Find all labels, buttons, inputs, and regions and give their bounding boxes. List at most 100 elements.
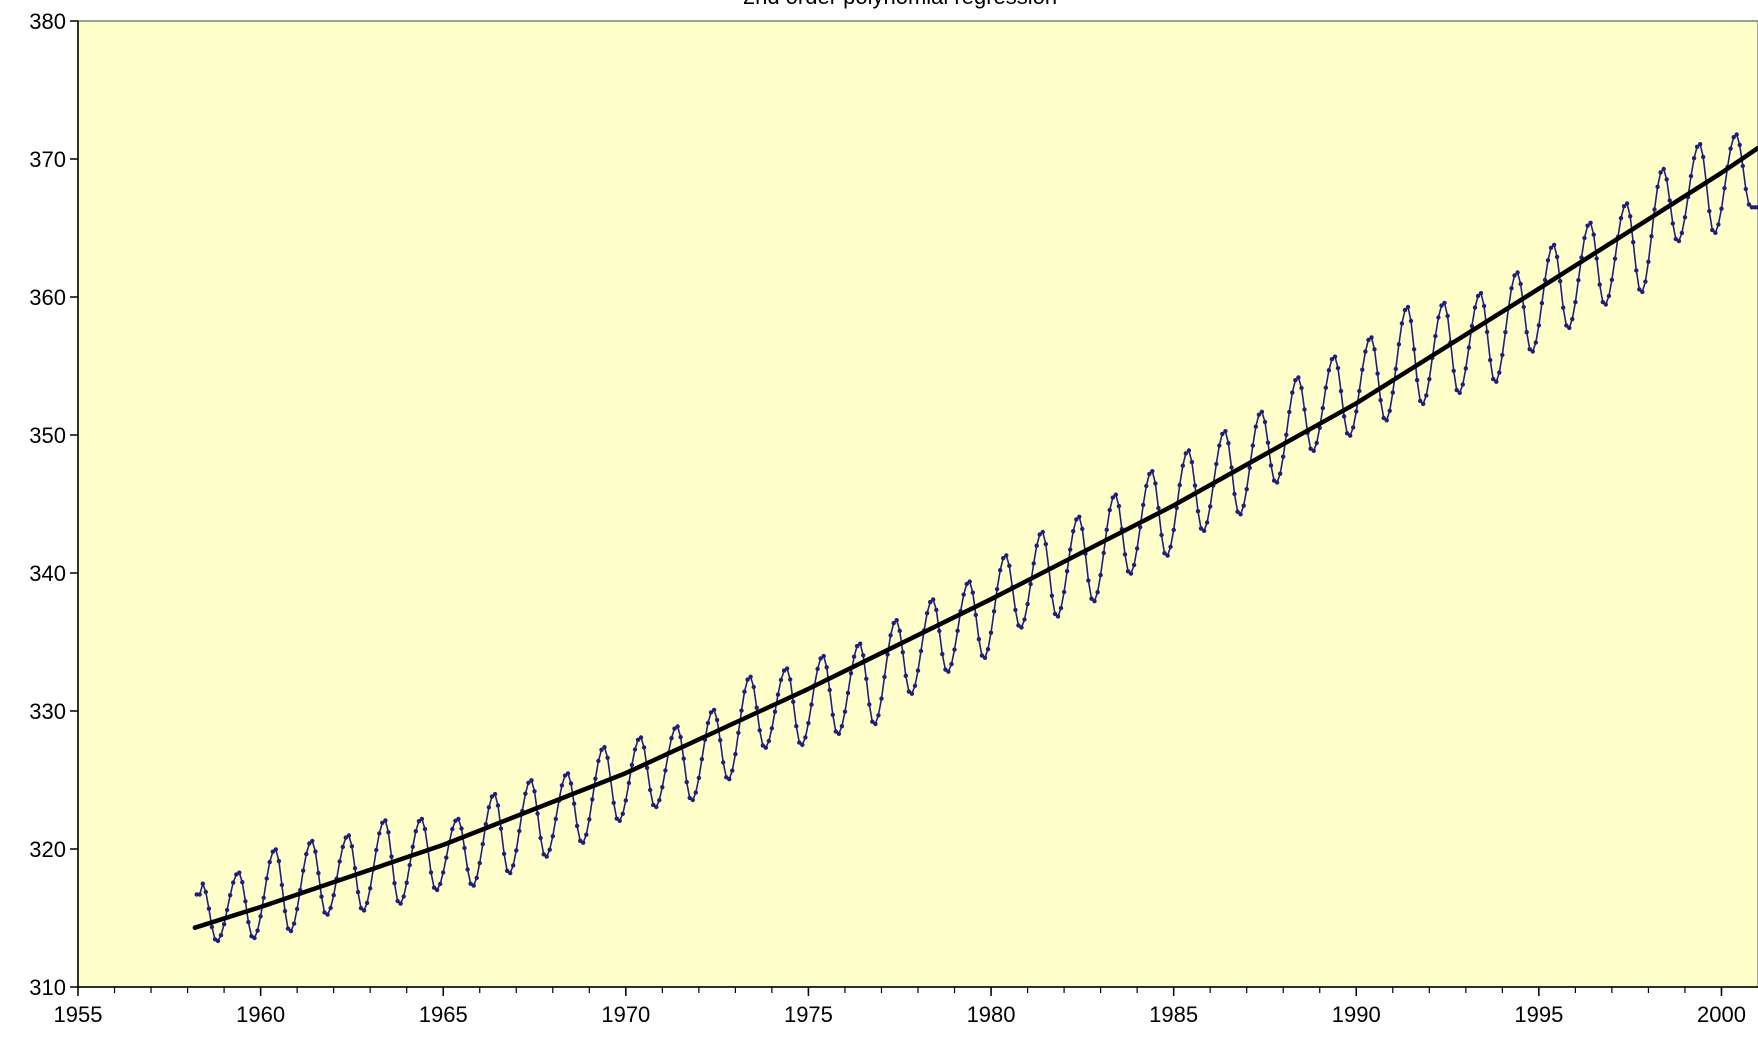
monthly-data-point: [1527, 347, 1532, 352]
monthly-data-point: [514, 848, 519, 853]
monthly-data-point: [1667, 198, 1672, 203]
monthly-data-point: [310, 838, 315, 844]
monthly-data-point: [809, 702, 814, 707]
monthly-data-point: [687, 795, 692, 801]
x-tick-label: 1975: [784, 1002, 833, 1027]
monthly-data-point: [739, 708, 744, 713]
monthly-data-point: [1348, 433, 1353, 438]
monthly-data-point: [1390, 390, 1396, 395]
monthly-data-point: [696, 775, 702, 781]
monthly-data-point: [416, 819, 422, 824]
monthly-data-point: [596, 758, 601, 764]
monthly-data-point: [632, 747, 638, 752]
monthly-data-point: [672, 726, 677, 731]
monthly-data-point: [1253, 424, 1259, 429]
monthly-data-point: [1052, 611, 1058, 617]
monthly-data-point: [1290, 390, 1295, 395]
monthly-data-point: [1673, 236, 1679, 242]
monthly-data-point: [1500, 352, 1505, 358]
monthly-data-point: [693, 790, 698, 795]
monthly-data-point: [316, 870, 321, 876]
monthly-data-point: [1707, 208, 1712, 214]
y-tick-label: 340: [29, 561, 66, 586]
monthly-data-point: [495, 803, 501, 808]
monthly-data-point: [1749, 205, 1755, 210]
monthly-data-point: [1071, 529, 1076, 534]
monthly-data-point: [538, 835, 543, 841]
monthly-data-point: [1670, 221, 1676, 226]
monthly-data-point: [791, 699, 796, 704]
monthly-data-point: [885, 652, 890, 657]
monthly-data-point: [349, 844, 355, 849]
monthly-data-point: [526, 780, 531, 785]
monthly-data-point: [1512, 273, 1517, 278]
monthly-data-point: [751, 684, 756, 690]
monthly-data-point: [1515, 270, 1520, 275]
monthly-data-point: [1460, 382, 1466, 387]
monthly-data-point: [1719, 206, 1724, 211]
monthly-data-point: [1628, 214, 1633, 219]
monthly-data-point: [1427, 376, 1432, 382]
monthly-data-point: [803, 735, 808, 740]
monthly-data-point: [794, 724, 799, 729]
monthly-data-point: [854, 643, 860, 649]
monthly-data-point: [888, 633, 893, 638]
monthly-data-point: [1156, 505, 1161, 511]
monthly-data-point: [1405, 304, 1411, 310]
monthly-data-point: [1293, 378, 1298, 383]
monthly-data-point: [778, 677, 784, 683]
monthly-data-point: [374, 847, 379, 853]
monthly-data-point: [733, 751, 738, 757]
monthly-data-point: [1570, 316, 1575, 322]
monthly-data-point: [1488, 357, 1493, 363]
monthly-data-point: [486, 805, 492, 810]
monthly-data-point: [386, 830, 391, 835]
monthly-data-point: [754, 705, 759, 710]
monthly-data-point: [1037, 532, 1042, 537]
monthly-data-point: [407, 862, 412, 868]
monthly-data-point: [912, 683, 918, 688]
monthly-data-point: [1217, 443, 1222, 448]
monthly-data-point: [1414, 377, 1420, 383]
monthly-data-point: [1040, 529, 1046, 535]
monthly-data-point: [358, 906, 364, 911]
monthly-data-point: [471, 883, 476, 888]
monthly-data-point: [1244, 487, 1249, 492]
monthly-data-point: [1162, 551, 1167, 556]
monthly-data-point: [1408, 318, 1414, 324]
monthly-data-point: [699, 756, 705, 762]
monthly-data-point: [769, 726, 775, 731]
monthly-data-point: [462, 845, 467, 851]
monthly-data-point: [861, 653, 866, 658]
monthly-data-point: [894, 618, 899, 623]
monthly-data-point: [1320, 405, 1326, 411]
monthly-data-point: [1344, 431, 1350, 436]
monthly-data-point: [1016, 623, 1021, 628]
monthly-data-point: [1731, 135, 1736, 140]
monthly-data-point: [766, 738, 772, 744]
monthly-data-point: [1631, 240, 1636, 245]
monthly-data-point: [623, 798, 628, 803]
y-tick-label: 360: [29, 285, 66, 310]
x-tick-label: 1955: [54, 1002, 103, 1027]
monthly-data-point: [1241, 503, 1246, 508]
monthly-data-point: [1177, 482, 1182, 488]
monthly-data-point: [1646, 259, 1651, 264]
monthly-data-point: [1058, 605, 1064, 611]
monthly-data-point: [1542, 277, 1548, 283]
monthly-data-point: [678, 734, 683, 740]
monthly-data-point: [489, 794, 495, 799]
monthly-data-point: [1655, 184, 1660, 189]
monthly-data-point: [1475, 293, 1481, 299]
monthly-data-point: [711, 707, 717, 713]
monthly-data-point: [675, 724, 680, 729]
monthly-data-point: [438, 881, 443, 887]
y-tick-label: 370: [29, 147, 66, 172]
monthly-data-point: [1259, 409, 1265, 414]
monthly-data-point: [1068, 547, 1073, 552]
monthly-data-point: [1338, 388, 1344, 394]
monthly-data-point: [1597, 282, 1602, 287]
monthly-data-point: [322, 910, 327, 915]
monthly-data-point: [1640, 289, 1645, 295]
monthly-data-point: [1454, 387, 1459, 393]
